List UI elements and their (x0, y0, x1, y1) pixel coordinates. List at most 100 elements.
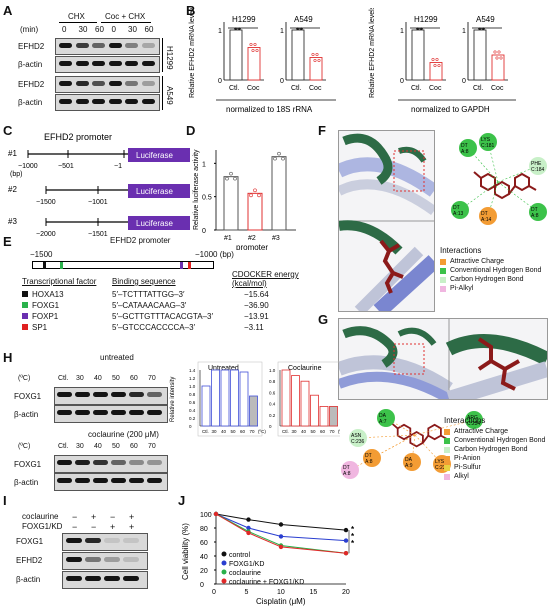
b-tick: 0 (280, 78, 284, 85)
g-legend-label: Conventional Hydrogen Bond (454, 437, 546, 444)
j-sig-star: * (351, 525, 355, 534)
c-pos: −501 (58, 163, 74, 170)
b-tick: 0 (218, 78, 222, 85)
h-xtick: 60 (320, 429, 326, 434)
e-row-seq: 5′–GTCCCACCCCA–3′ (112, 323, 196, 332)
blot-a-efhd2-a549 (55, 76, 160, 93)
panel-label-f: F (318, 123, 326, 138)
f-legend-swatch (440, 276, 446, 283)
h-blot-band (147, 410, 162, 415)
f-residue-node (529, 157, 547, 175)
panel-label-e: E (3, 234, 12, 249)
e-left: −1500 (30, 250, 53, 259)
j-point (343, 527, 349, 533)
h-chart-frame (197, 361, 263, 437)
j-xtick: 20 (342, 589, 350, 596)
h-row-foxg1-1: FOXG1 (14, 392, 42, 401)
i-blot-band (123, 576, 139, 581)
g-legend-title: Interactions (444, 416, 486, 425)
f-legend-swatch (440, 267, 446, 274)
f-residue-label: DT (461, 143, 468, 149)
c-luciferase-box (128, 184, 190, 198)
d-dot (273, 156, 277, 161)
coc-chx-label: Coc + CHX (105, 12, 146, 21)
h-blot-band (75, 478, 90, 483)
blot-band (59, 99, 72, 104)
b-bar (411, 29, 425, 81)
h-chart-frame (277, 361, 340, 437)
g-legend-swatch (444, 464, 450, 471)
j-legend-dot (221, 578, 227, 584)
h-temp-label: 50 (112, 443, 120, 450)
h-blot-band (111, 392, 126, 397)
h-temp-label: 40 (94, 375, 102, 382)
g-residue-label: ARG (467, 415, 478, 421)
f-residue-label: DT (481, 211, 488, 217)
j-sig-star: * (351, 539, 355, 548)
h-untreated-label: untreated (100, 353, 134, 362)
c-construct-label: #2 (8, 185, 17, 194)
b-dot (431, 57, 435, 61)
row-label-efhd2-2: EFHD2 (18, 80, 45, 89)
f-legend-item: Pi-Alkyl (440, 284, 550, 293)
i-sign: − (72, 512, 78, 522)
e-header-energy: CDOCKER energy (kcal/mol) (232, 270, 299, 288)
f-residue-node (459, 139, 477, 157)
h-xtick: 70 (330, 429, 336, 434)
j-point (343, 551, 349, 556)
j-legend-label: FOXG1/KD (229, 561, 264, 568)
h-temp-label: 60 (130, 443, 138, 450)
h-ytick: 0 (269, 424, 272, 429)
h-blot-band (147, 392, 162, 397)
g-legend-item: Attractive Charge (444, 427, 550, 436)
blot-band (108, 61, 122, 66)
b-xtick: Coc (491, 85, 504, 92)
c-pos: −1 (114, 163, 122, 170)
e-row-swatch (22, 302, 28, 308)
b-dot (249, 42, 253, 46)
e-title: EFHD2 promoter (110, 236, 171, 245)
b-norm-2: normalized to GAPDH (411, 105, 490, 114)
h-row-actin-1: β-actin (14, 410, 39, 419)
panel-label-d: D (186, 123, 196, 138)
e-row-tf: FOXG1 (32, 301, 60, 310)
d-dot (233, 176, 237, 181)
h-charts: Relative intensity Untreated 1.4 1.2 1.0 0.8 0… (170, 361, 340, 437)
b-norm-1: normalized to 18S rRNA (226, 105, 313, 114)
h-temp-label: Ctl. (58, 443, 69, 450)
e-mark-hoxa13 (43, 262, 46, 269)
i-row-actin: β-actin (16, 575, 41, 584)
f-ligand-ring (514, 172, 530, 192)
g-residue-label: DT (343, 465, 350, 471)
time-label: 0 (111, 25, 116, 34)
c-construct-label: #3 (8, 217, 17, 226)
j-legend-dot (221, 569, 227, 575)
blot-band (108, 81, 122, 86)
j-ytick: 60 (200, 540, 208, 547)
h-temp-unit: (ºC) (18, 375, 31, 382)
e-row-tf: SP1 (32, 323, 48, 332)
b-tick: 1 (400, 28, 404, 35)
time-label: 60 (95, 25, 104, 34)
g-residue-label: ASN (351, 433, 362, 439)
panel-label-j: J (178, 493, 186, 508)
j-xtick: 15 (310, 589, 318, 596)
f-ligand (473, 171, 537, 200)
f-residue-label: A:8 (461, 149, 469, 155)
j-xtick: 5 (245, 589, 249, 596)
h-bar (239, 371, 249, 427)
blot-band (75, 81, 89, 86)
b-cell-title: A549 (294, 15, 313, 24)
c-luciferase-box (128, 216, 190, 230)
h-xtick: 70 (250, 429, 256, 434)
blot-band (75, 61, 89, 66)
h-xtick: 50 (231, 429, 237, 434)
b-dot (255, 48, 259, 52)
blot-band (125, 61, 138, 66)
c-title: EFHD2 promoter (44, 132, 112, 142)
h-chart-title: Coclaurine (288, 365, 322, 372)
blot-band (92, 99, 105, 104)
g-legend-swatch (444, 437, 450, 444)
